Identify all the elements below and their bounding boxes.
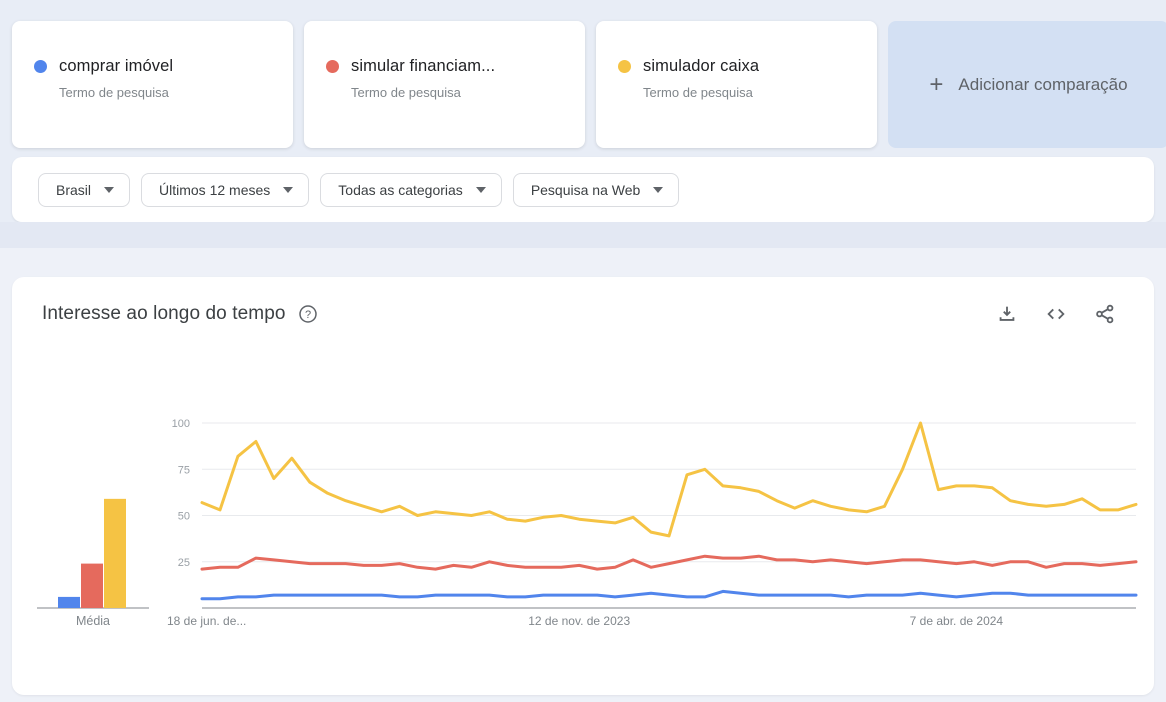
chevron-down-icon [104,186,115,193]
comparison-cards-row: comprar imóvel Termo de pesquisa simular… [12,21,1166,148]
chart-header: Interesse ao longo do tempo ? [42,303,1116,325]
x-axis-tick: 18 de jun. de... [167,614,246,628]
share-icon[interactable] [1094,303,1116,325]
plus-icon: + [929,70,944,98]
help-icon[interactable]: ? [298,304,318,324]
term-title: comprar imóvel [59,57,174,75]
download-icon[interactable] [996,303,1018,325]
header-section: comprar imóvel Termo de pesquisa simular… [0,0,1166,222]
y-axis-tick: 100 [172,418,190,430]
y-axis-tick: 50 [178,511,190,523]
term-card-simulador-caixa[interactable]: simulador caixa Termo de pesquisa [596,21,877,148]
average-label: Média [76,614,110,628]
chevron-down-icon [475,186,486,193]
x-axis-tick: 12 de nov. de 2023 [528,614,630,628]
average-bar-1[interactable] [58,596,80,608]
average-bar-2[interactable] [81,563,103,608]
filter-category-dropdown[interactable]: Todas as categorias [320,172,502,207]
series-line-1[interactable] [200,589,1138,601]
term-type-label: Termo de pesquisa [643,85,753,100]
chevron-down-icon [283,186,294,193]
filter-geo-dropdown[interactable]: Brasil [38,172,131,207]
add-comparison-button[interactable]: + Adicionar comparação [888,21,1166,148]
embed-code-icon[interactable] [1045,303,1067,325]
filter-category-value: Todas as categorias [338,181,463,198]
filter-bar: Brasil Últimos 12 meses Todas as categor… [12,157,1154,222]
chart-section: 100 75 50 25 Média 18 de jun. de... 12 de nov.… [0,248,1166,702]
term-card-simular-financiamento[interactable]: simular financiam... Termo de pesquisa [304,21,585,148]
interest-chart[interactable]: 100 75 50 25 Média 18 de jun. de... 12 de nov.… [12,277,1154,695]
term-type-label: Termo de pesquisa [351,85,461,100]
series-line-3[interactable] [200,421,1138,538]
series-dot-blue [34,60,47,73]
series-dot-yellow [618,60,631,73]
svg-text:?: ? [304,309,310,321]
term-type-label: Termo de pesquisa [59,85,169,100]
interest-over-time-card: 100 75 50 25 Média 18 de jun. de... 12 de nov.… [12,277,1154,695]
filter-time-dropdown[interactable]: Últimos 12 meses [141,172,310,207]
filter-time-value: Últimos 12 meses [159,181,271,198]
section-divider [0,222,1166,248]
y-axis-tick: 75 [178,464,190,476]
x-axis-tick: 7 de abr. de 2024 [910,614,1004,628]
series-line-2[interactable] [200,554,1138,571]
term-title: simulador caixa [643,57,760,75]
series-dot-red [326,60,339,73]
filter-property-value: Pesquisa na Web [530,181,641,198]
term-card-comprar-imovel[interactable]: comprar imóvel Termo de pesquisa [12,21,293,148]
y-axis-tick: 25 [178,557,190,569]
average-bar-3[interactable] [104,498,126,608]
chart-title: Interesse ao longo do tempo [42,303,286,324]
term-title: simular financiam... [351,57,496,75]
add-comparison-label: Adicionar comparação [958,74,1128,94]
filter-geo-value: Brasil [56,181,92,198]
filter-property-dropdown[interactable]: Pesquisa na Web [512,172,680,207]
chevron-down-icon [653,186,664,193]
